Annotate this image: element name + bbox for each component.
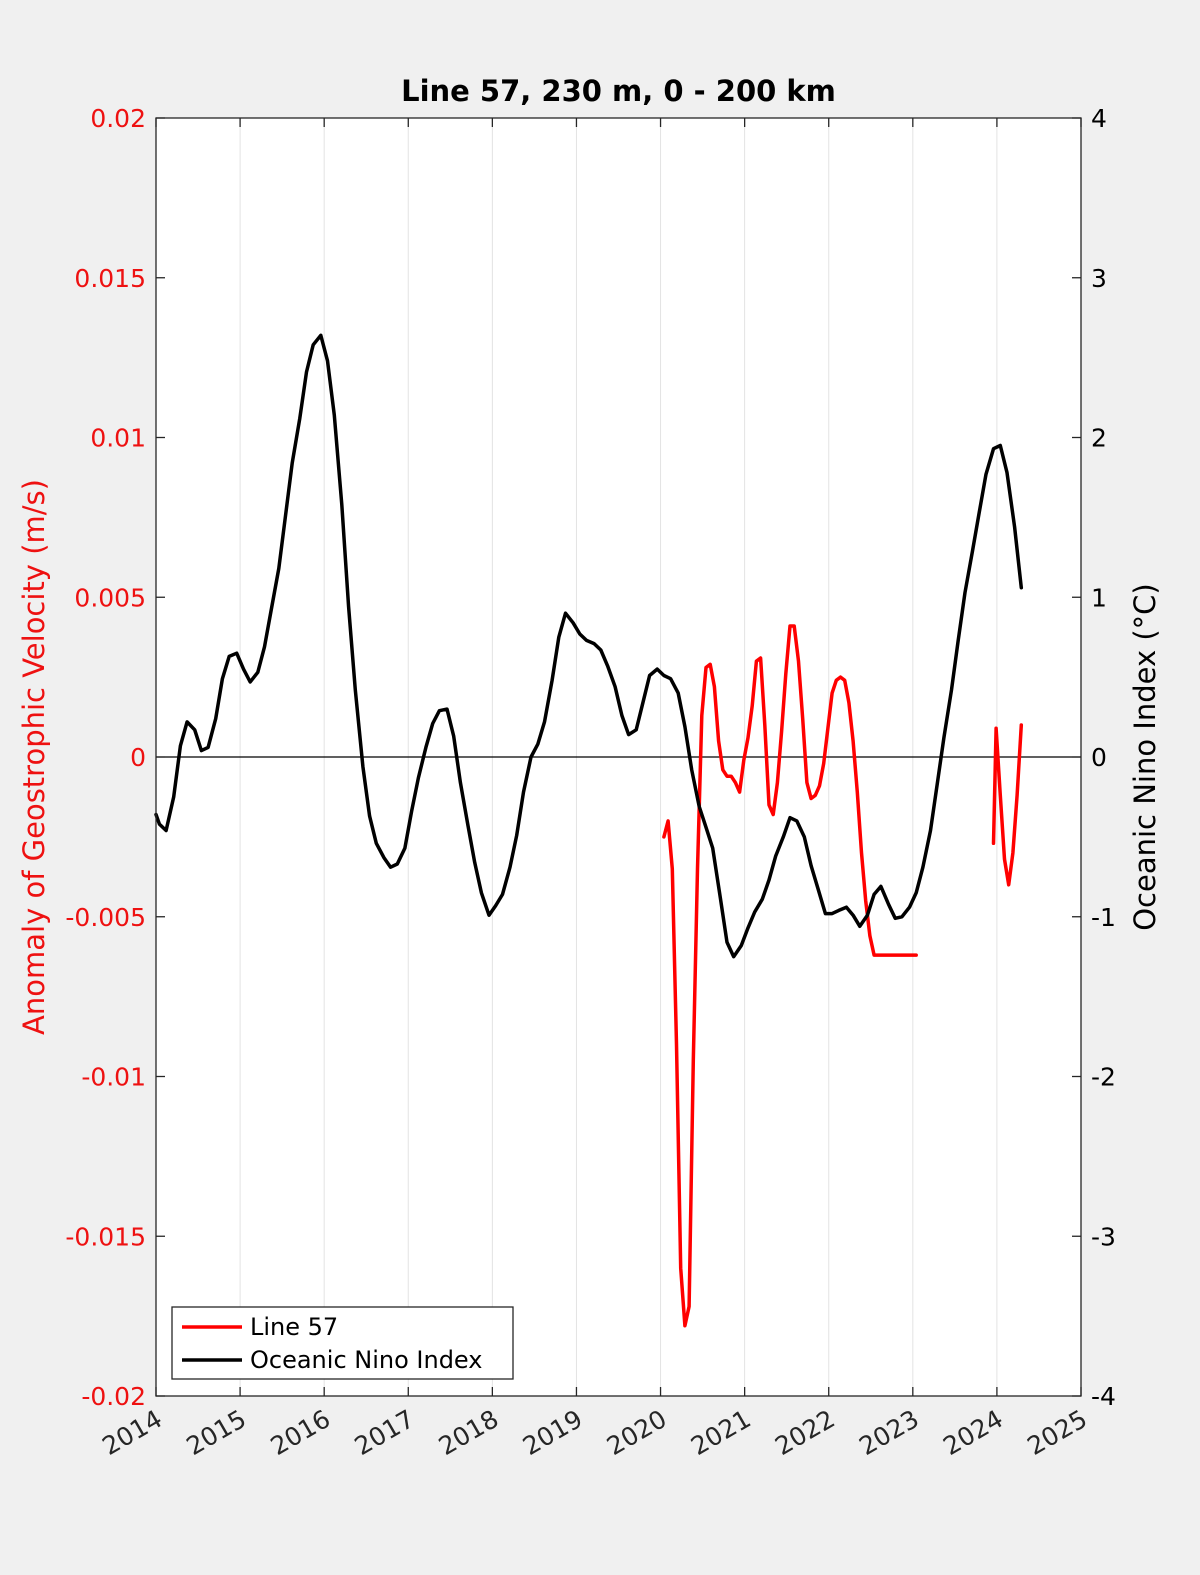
x-tick-label-2025: 2025 [1022, 1404, 1092, 1461]
chart-title: Line 57, 230 m, 0 - 200 km [401, 74, 836, 108]
x-tick-label-2020: 2020 [602, 1404, 672, 1461]
y-left-tick-label-0.005: 0.005 [74, 583, 146, 612]
x-tick-label-2024: 2024 [938, 1404, 1008, 1461]
x-tick-label-2021: 2021 [686, 1404, 756, 1461]
y-right-tick-label--2: -2 [1091, 1063, 1116, 1092]
y-right-tick-label--4: -4 [1091, 1382, 1116, 1411]
legend-label-line-57: Line 57 [250, 1313, 338, 1341]
legend-box [171, 1306, 514, 1380]
y-left-tick-label--0.005: -0.005 [65, 903, 146, 932]
x-tick-label-2019: 2019 [518, 1404, 588, 1461]
legend-label-oni: Oceanic Nino Index [250, 1346, 482, 1374]
y-right-tick-label-4: 4 [1091, 104, 1107, 133]
x-tick-label-2017: 2017 [350, 1404, 420, 1461]
legend: Line 57 Oceanic Nino Index [171, 1306, 514, 1380]
y-right-tick-label-2: 2 [1091, 424, 1107, 453]
y-left-tick-label-0: 0 [130, 743, 146, 772]
x-tick-label-2018: 2018 [434, 1404, 504, 1461]
x-tick-label-2015: 2015 [181, 1404, 251, 1461]
x-tick-label-2014: 2014 [97, 1404, 167, 1461]
x-tick-label-2023: 2023 [854, 1404, 924, 1461]
series-line-line-57-1 [991, 723, 1024, 887]
y-left-tick-label-0.02: 0.02 [90, 104, 146, 133]
y-right-tick-label-0: 0 [1091, 743, 1107, 772]
y-right-tick-label-3: 3 [1091, 264, 1107, 293]
x-tick-label-2016: 2016 [266, 1404, 336, 1461]
y-left-tick-label-0.015: 0.015 [74, 264, 146, 293]
y-left-tick-label--0.02: -0.02 [81, 1382, 146, 1411]
y-right-tick-label--3: -3 [1091, 1222, 1116, 1251]
y-right-tick-label-1: 1 [1091, 583, 1107, 612]
y-left-tick-label--0.01: -0.01 [81, 1063, 146, 1092]
y-axis-right-label: Oceanic Nino Index (°C) [1128, 583, 1162, 931]
y-left-tick-label--0.015: -0.015 [65, 1222, 146, 1251]
y-right-tick-label--1: -1 [1091, 903, 1116, 932]
y-axis-left-label: Anomaly of Geostrophic Velocity (m/s) [17, 479, 51, 1035]
x-tick-label-2022: 2022 [770, 1404, 840, 1461]
data-series [154, 333, 1024, 1328]
series-line-oceanic-nino-index-0 [154, 333, 1024, 959]
y-left-tick-label-0.01: 0.01 [90, 424, 146, 453]
series-line-line-57-0 [662, 624, 918, 1328]
